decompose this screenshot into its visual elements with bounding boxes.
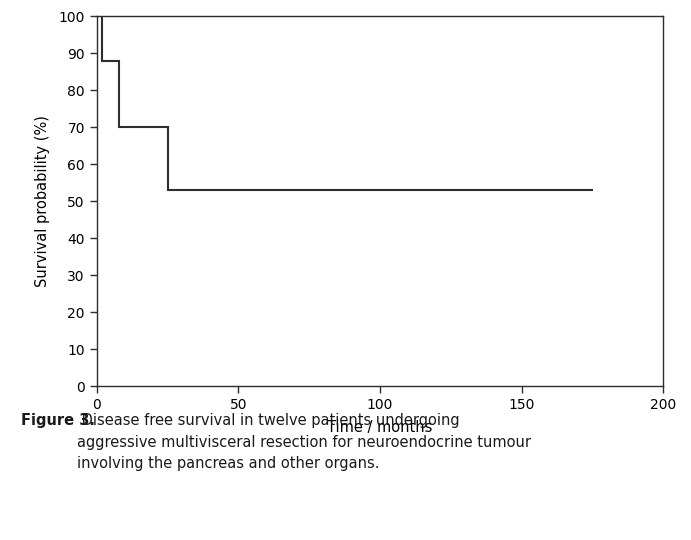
X-axis label: Time / months: Time / months [328, 420, 433, 435]
Text: Figure 3.: Figure 3. [21, 413, 95, 428]
Y-axis label: Survival probability (%): Survival probability (%) [35, 115, 50, 287]
Text: Disease free survival in twelve patients undergoing
aggressive multivisceral res: Disease free survival in twelve patients… [77, 413, 531, 471]
